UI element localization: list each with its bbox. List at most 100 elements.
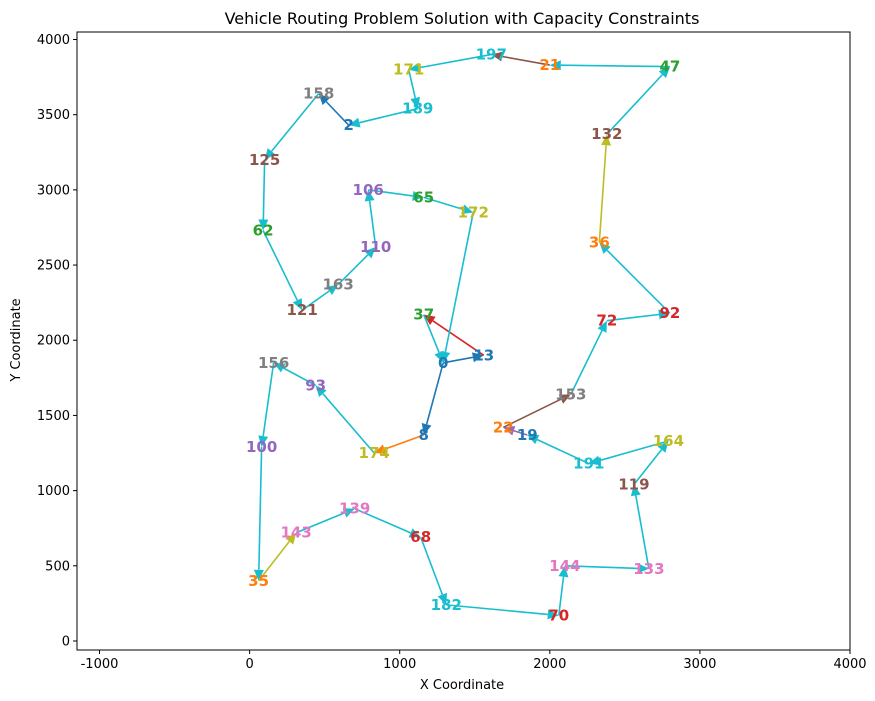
route-edge-182-70: [446, 604, 559, 620]
edge-arrowhead: [461, 204, 474, 215]
edge-line: [425, 362, 445, 425]
route-edges: [253, 51, 671, 620]
edge-arrowhead: [601, 134, 612, 146]
edge-arrowhead: [472, 352, 484, 363]
plot-frame: [76, 31, 851, 651]
edge-line: [359, 107, 418, 124]
edge-line: [419, 53, 492, 69]
node-label-139: 139: [339, 500, 370, 518]
node-label-0: 0: [438, 354, 448, 372]
edge-line: [384, 434, 424, 451]
edge-arrowhead: [408, 62, 421, 73]
route-edge-110-106: [364, 189, 377, 248]
edge-line: [564, 564, 638, 570]
node-label-125: 125: [249, 151, 280, 169]
node-label-182: 182: [431, 596, 462, 614]
route-edge-164-191: [588, 440, 669, 466]
edge-line: [606, 249, 671, 314]
route-edge-174-93: [315, 385, 375, 454]
edge-line: [443, 356, 474, 364]
route-edge-153-72: [570, 320, 607, 395]
node-label-121: 121: [286, 301, 317, 319]
node-label-93: 93: [305, 376, 326, 394]
node-label-70: 70: [548, 606, 569, 624]
route-edge-70-144: [558, 565, 569, 616]
edge-arrowhead: [549, 60, 561, 71]
node-label-171: 171: [393, 61, 424, 79]
edge-arrowhead: [658, 66, 670, 79]
edge-line: [419, 536, 444, 595]
edge-arrowhead: [408, 528, 421, 538]
edge-arrowhead: [410, 96, 421, 109]
y-tick-label: 0: [62, 634, 70, 649]
node-label-110: 110: [360, 238, 391, 256]
node-label-153: 153: [555, 385, 586, 403]
y-tick-label: 2500: [37, 259, 70, 274]
edge-line: [368, 200, 377, 248]
edge-arrowhead: [637, 563, 649, 574]
edge-arrowhead: [423, 314, 436, 325]
route-edge-0-8: [421, 362, 445, 435]
edge-line: [337, 254, 369, 286]
edge-arrowhead: [437, 592, 448, 605]
edge-line: [570, 330, 603, 395]
route-edge-65-172: [423, 196, 474, 215]
node-label-132: 132: [591, 125, 622, 143]
route-edge-121-163: [301, 284, 339, 311]
route-edge-8-174: [374, 434, 424, 454]
edge-line: [257, 540, 291, 582]
route-edge-106-65: [368, 189, 424, 201]
edge-arrowhead: [440, 351, 451, 363]
edge-line: [422, 314, 440, 353]
node-label-191: 191: [573, 455, 604, 473]
node-label-2: 2: [343, 116, 353, 134]
y-tick-label: 1500: [37, 409, 70, 424]
edge-line: [368, 189, 413, 197]
route-edge-2-158: [318, 93, 350, 126]
node-label-62: 62: [253, 221, 274, 239]
y-tick-label: 500: [45, 559, 70, 574]
node-label-189: 189: [402, 100, 433, 118]
node-label-163: 163: [323, 276, 354, 294]
edge-arrowhead: [264, 148, 276, 160]
edge-line: [258, 446, 263, 570]
route-edge-139-68: [354, 507, 421, 538]
y-axis-title: Y Coordinate: [9, 298, 24, 382]
node-label-174: 174: [359, 444, 390, 462]
route-edge-133-119: [630, 484, 650, 569]
route-edge-68-182: [419, 536, 448, 605]
edge-line: [301, 290, 330, 311]
edge-line: [635, 495, 650, 569]
edge-arrowhead: [364, 247, 376, 259]
route-edge-158-125: [264, 93, 320, 160]
route-edge-171-189: [407, 69, 421, 109]
edge-line: [502, 398, 562, 429]
edge-arrowhead: [588, 455, 601, 466]
route-edge-92-36: [599, 242, 671, 314]
edge-arrowhead: [318, 93, 330, 106]
edge-arrowhead: [364, 189, 375, 202]
y-tick-label: 1000: [37, 484, 70, 499]
node-label-144: 144: [549, 557, 580, 575]
edge-line: [325, 101, 350, 126]
edge-arrowhead: [374, 444, 387, 454]
x-axis-title: X Coordinate: [420, 678, 504, 693]
route-edge-132-47: [606, 66, 670, 135]
y-tick-label: 3000: [37, 183, 70, 198]
edge-arrowhead: [558, 394, 571, 404]
route-edge-19-22: [503, 425, 528, 436]
route-edge-163-110: [337, 247, 376, 286]
x-tick-label: 1000: [383, 657, 416, 672]
edge-arrowhead: [326, 284, 339, 296]
route-edge-35-143: [257, 532, 297, 582]
route-edge-47-21: [549, 60, 670, 71]
edge-arrowhead: [258, 435, 269, 448]
node-label-22: 22: [493, 418, 514, 436]
node-labels: 0 13 37 8 174 93 156 100 35 143 139 68 182 70 144 133 11…: [246, 46, 684, 625]
edge-line: [282, 367, 317, 387]
edge-arrowhead: [273, 362, 286, 373]
edge-line: [560, 64, 670, 68]
edge-line: [262, 159, 266, 220]
edge-line: [262, 230, 299, 301]
